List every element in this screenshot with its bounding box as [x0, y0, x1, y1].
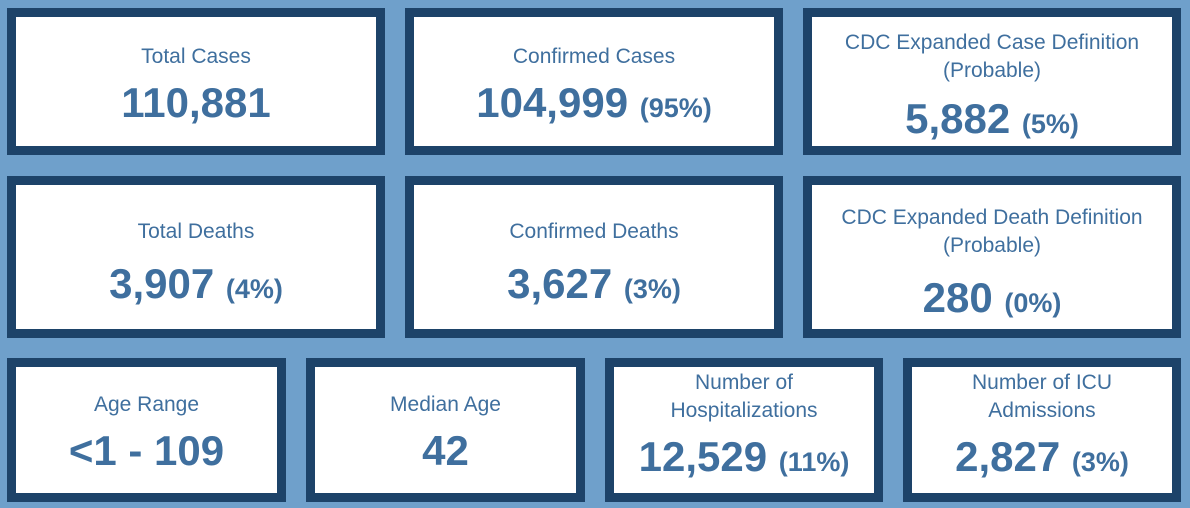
probable-deaths-card: CDC Expanded Death Definition (Probable) … [803, 176, 1181, 338]
total-cases-value: 110,881 [121, 79, 271, 127]
probable-cases-percent: (5%) [1021, 109, 1079, 139]
total-deaths-label: Total Deaths [137, 220, 255, 243]
total-cases-card: Total Cases 110,881 [7, 8, 385, 155]
hospitalizations-card: Number of Hospitalizations 12,529 (11%) [605, 358, 883, 502]
total-cases-number: 110,881 [121, 79, 271, 126]
icu-admissions-label-line2: Admissions [988, 399, 1096, 422]
median-age-label: Median Age [390, 393, 501, 416]
hospitalizations-value: 12,529 (11%) [639, 433, 850, 486]
hospitalizations-number: 12,529 [638, 433, 768, 480]
probable-deaths-number: 280 [922, 274, 993, 321]
age-range-card: Age Range <1 - 109 [7, 358, 286, 502]
confirmed-cases-percent: (95%) [639, 93, 712, 123]
icu-admissions-label-line1: Number of ICU [971, 371, 1113, 394]
confirmed-cases-number: 104,999 [476, 79, 629, 126]
age-range-number: <1 - 109 [68, 427, 225, 474]
probable-deaths-percent: (0%) [1004, 288, 1062, 318]
icu-admissions-value: 2,827 (3%) [955, 433, 1129, 486]
age-range-label: Age Range [93, 393, 200, 416]
icu-admissions-number: 2,827 [955, 433, 1061, 480]
confirmed-cases-label: Confirmed Cases [512, 45, 676, 68]
hospitalizations-label: Number of Hospitalizations [670, 369, 817, 425]
probable-deaths-label: CDC Expanded Death Definition (Probable) [841, 204, 1142, 260]
total-cases-label: Total Cases [141, 45, 251, 68]
probable-cases-label: CDC Expanded Case Definition (Probable) [845, 29, 1139, 85]
confirmed-deaths-percent: (3%) [623, 274, 681, 304]
total-deaths-value: 3,907 (4%) [109, 260, 283, 313]
confirmed-cases-value: 104,999 (95%) [476, 79, 712, 132]
icu-admissions-percent: (3%) [1071, 447, 1129, 477]
median-age-number: 42 [422, 427, 469, 474]
confirmed-deaths-value: 3,627 (3%) [507, 260, 681, 313]
confirmed-deaths-card: Confirmed Deaths 3,627 (3%) [405, 176, 783, 338]
probable-cases-value: 5,882 (5%) [905, 95, 1079, 148]
total-deaths-percent: (4%) [225, 274, 283, 304]
median-age-card: Median Age 42 [306, 358, 585, 502]
icu-admissions-label: Number of ICU Admissions [972, 369, 1112, 425]
probable-cases-label-line2: (Probable) [942, 59, 1042, 82]
confirmed-cases-card: Confirmed Cases 104,999 (95%) [405, 8, 783, 155]
hospitalizations-percent: (11%) [778, 447, 850, 477]
probable-cases-label-line1: CDC Expanded Case Definition [844, 31, 1140, 54]
hospitalizations-label-line1: Number of [694, 371, 794, 394]
total-deaths-card: Total Deaths 3,907 (4%) [7, 176, 385, 338]
hospitalizations-label-line2: Hospitalizations [670, 399, 818, 422]
confirmed-deaths-label: Confirmed Deaths [509, 220, 679, 243]
probable-cases-card: CDC Expanded Case Definition (Probable) 5… [803, 8, 1181, 155]
probable-deaths-value: 280 (0%) [923, 274, 1062, 327]
total-deaths-number: 3,907 [109, 260, 215, 307]
probable-deaths-label-line2: (Probable) [942, 234, 1042, 257]
probable-cases-number: 5,882 [905, 95, 1011, 142]
median-age-value: 42 [422, 427, 469, 475]
confirmed-deaths-number: 3,627 [507, 260, 613, 307]
icu-admissions-card: Number of ICU Admissions 2,827 (3%) [903, 358, 1181, 502]
age-range-value: <1 - 109 [69, 427, 224, 475]
probable-deaths-label-line1: CDC Expanded Death Definition [841, 206, 1143, 229]
